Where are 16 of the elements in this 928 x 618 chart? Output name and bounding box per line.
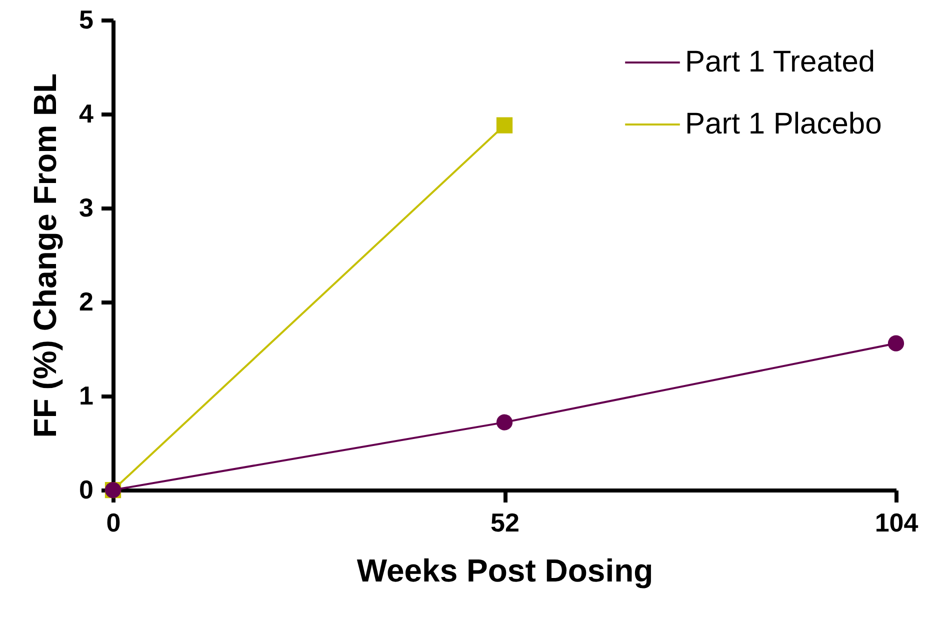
y-tick-label: 0 bbox=[79, 474, 94, 504]
point bbox=[496, 117, 513, 134]
point bbox=[496, 414, 513, 430]
x-tick-label: 104 bbox=[874, 508, 919, 538]
legend-label: Part 1 Placebo bbox=[685, 108, 882, 140]
y-tick-label: 3 bbox=[79, 192, 94, 222]
x-axis-title: Weeks Post Dosing bbox=[356, 552, 654, 588]
y-tick-label: 4 bbox=[79, 98, 94, 128]
x-tick-label: 0 bbox=[106, 508, 121, 538]
y-axis-title: FF (%) Change From BL bbox=[27, 73, 64, 438]
x-tick-label: 52 bbox=[490, 508, 520, 538]
y-tick-label: 2 bbox=[79, 286, 94, 316]
point bbox=[888, 335, 904, 352]
y-tick-label: 1 bbox=[79, 380, 94, 410]
y-tick-label: 5 bbox=[79, 4, 94, 34]
legend-label: Part 1 Treated bbox=[685, 46, 876, 78]
